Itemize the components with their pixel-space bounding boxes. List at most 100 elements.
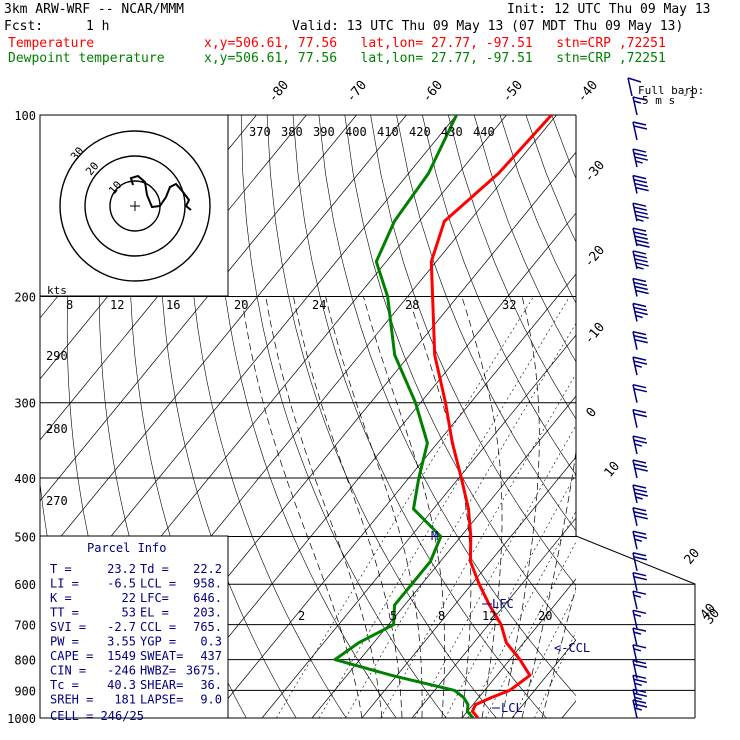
parcel-param-label: CAPE = xyxy=(50,649,93,663)
mixing-ratio-label: 12 xyxy=(482,609,496,623)
dewpoint-legend-label: Dewpoint temperature xyxy=(8,51,165,66)
mixing-ratio-label: 24 xyxy=(312,298,326,312)
pressure-tick-label: 400 xyxy=(14,472,36,486)
lfc-marker: LFC xyxy=(492,597,514,611)
parcel-param-value: 22 xyxy=(122,591,136,605)
isotherm-line xyxy=(211,273,576,718)
isotherm-label: 0 xyxy=(584,405,601,421)
wind-barb xyxy=(632,609,647,629)
isotherm-line xyxy=(361,456,576,718)
wind-barb xyxy=(632,277,649,297)
pressure-tick-label: 900 xyxy=(14,684,36,698)
pressure-tick-label: 800 xyxy=(14,654,36,668)
pressure-tick-label: 200 xyxy=(14,291,36,305)
pressure-tick-label: 700 xyxy=(14,619,36,633)
parcel-param-label: TT = xyxy=(50,606,79,620)
mixing-ratio-label: 20 xyxy=(538,609,552,623)
parcel-param-label: K = xyxy=(50,591,72,605)
dewpoint-legend-info: x,y=506.61, 77.56 lat,lon= 27.77, -97.51… xyxy=(204,51,666,66)
mixing-ratio-label: 8 xyxy=(66,298,73,312)
parcel-param-label: LFC= xyxy=(140,591,169,605)
parcel-param-label: Tc = xyxy=(50,678,79,692)
wind-barb xyxy=(632,356,648,376)
theta-label: 440 xyxy=(473,125,495,139)
moist-adiabat-line xyxy=(363,296,445,718)
parcel-param-value: 958. xyxy=(193,577,222,591)
wind-barb xyxy=(632,507,648,526)
parcel-param-label: CCL = xyxy=(140,620,176,634)
isotherm-line xyxy=(261,334,576,718)
temperature-legend-label: Temperature xyxy=(8,36,95,51)
dry-adiabat-label: 290 xyxy=(46,349,68,363)
dry-adiabat-line xyxy=(448,115,576,420)
mixing-ratio-label: 8 xyxy=(438,609,445,623)
theta-label: 400 xyxy=(345,125,367,139)
mixing-ratio-line xyxy=(513,296,576,718)
mixing-ratio-label: 5 xyxy=(390,609,397,623)
moist-adiabat-line xyxy=(541,296,576,718)
mixing-ratio-line xyxy=(534,296,576,718)
parcel-param-value: 0.3 xyxy=(200,635,222,649)
isotherm-label: -20 xyxy=(582,243,609,271)
parcel-param-label: SREH = xyxy=(50,693,93,707)
pressure-tick-label: 500 xyxy=(14,530,36,544)
pressure-tick-label: 1000 xyxy=(7,712,36,726)
mixing-ratio-line xyxy=(380,296,576,718)
wind-barb xyxy=(632,330,648,350)
parcel-param-value: 36. xyxy=(200,678,222,692)
parcel-param-label: LAPSE= xyxy=(140,693,183,707)
dry-adiabat-line xyxy=(604,115,740,718)
isotherm-label: 20 xyxy=(682,546,704,568)
wind-barb xyxy=(632,435,648,455)
dry-adiabat-label: 280 xyxy=(46,422,68,436)
isotherm-label: -40 xyxy=(575,78,602,106)
isotherm-line xyxy=(662,115,740,718)
theta-label: 370 xyxy=(249,125,271,139)
parcel-param-label: HWBZ= xyxy=(140,664,176,678)
pressure-tick-label: 100 xyxy=(14,109,36,123)
wind-barb xyxy=(632,302,648,322)
parcel-param-value: -246 xyxy=(107,664,136,678)
wind-legend-barb xyxy=(627,77,642,83)
theta-label: 380 xyxy=(281,125,303,139)
mixing-ratio-label: 32 xyxy=(502,298,516,312)
lcl-marker: LCL xyxy=(501,701,523,715)
parcel-param-value: 437 xyxy=(200,649,222,663)
dry-adiabat-line xyxy=(214,115,397,718)
theta-label: 410 xyxy=(377,125,399,139)
parcel-param-value: 9.0 xyxy=(200,693,222,707)
wind-barb xyxy=(632,408,648,428)
dewpoint-profile-line xyxy=(333,115,475,718)
parcel-param-label: SHEAR= xyxy=(140,678,183,692)
dry-adiabat-line xyxy=(344,115,576,642)
dry-adiabat-line xyxy=(422,115,576,476)
hodograph-ring xyxy=(59,130,211,282)
theta-label: 420 xyxy=(409,125,431,139)
wind-barb xyxy=(632,148,648,168)
mixing-ratio-label: 12 xyxy=(110,298,124,312)
parcel-param-value: 646. xyxy=(193,591,222,605)
parcel-param-value: 22.2 xyxy=(193,562,222,576)
mixing-ratio-line xyxy=(414,296,576,718)
isotherm-label: -70 xyxy=(344,78,371,106)
wind-barb xyxy=(632,121,648,141)
wind-barb xyxy=(632,202,649,222)
parcel-param-value: 3.55 xyxy=(107,635,136,649)
theta-label: 430 xyxy=(441,125,463,139)
dry-adiabat-line xyxy=(681,115,740,718)
wind-barb xyxy=(632,552,648,571)
theta-label: 390 xyxy=(313,125,335,139)
dry-adiabat-line xyxy=(655,115,740,718)
wind-barb xyxy=(632,174,649,194)
isotherm-label: -60 xyxy=(420,78,447,106)
parcel-param-value: 1549 xyxy=(107,649,136,663)
parcel-param-value: 23.2 xyxy=(107,562,136,576)
wind-legend-value: 5 m s xyxy=(642,94,675,107)
wind-barbs xyxy=(632,96,650,719)
isotherm-line xyxy=(461,578,576,718)
isotherm-label: -10 xyxy=(582,320,609,348)
isotherm-label: -50 xyxy=(500,78,527,106)
ccl-marker: <-CCL xyxy=(554,641,590,655)
dry-adiabat-line xyxy=(578,115,740,718)
isotherm-label: -30 xyxy=(582,158,609,186)
